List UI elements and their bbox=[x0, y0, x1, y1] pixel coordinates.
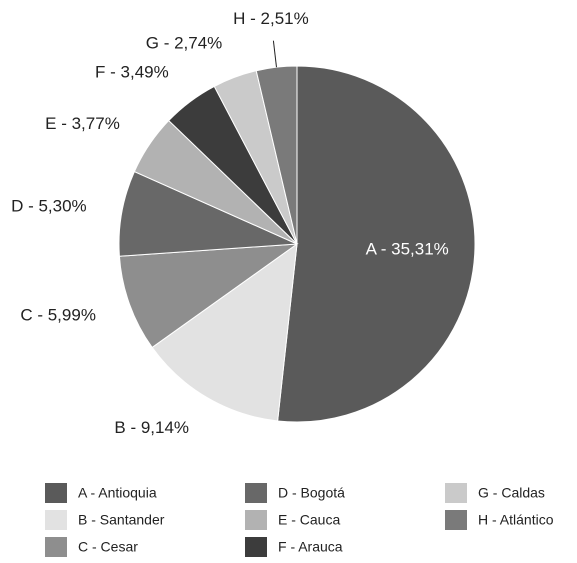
legend-label: D - Bogotá bbox=[278, 485, 345, 501]
legend-label: F - Arauca bbox=[278, 539, 343, 555]
legend-label: A - Antioquia bbox=[78, 485, 157, 501]
legend-swatch bbox=[45, 510, 67, 530]
pie-slice bbox=[277, 65, 476, 423]
data-label: A - 35,31% bbox=[366, 240, 449, 259]
legend-label: H - Atlántico bbox=[478, 512, 554, 528]
legend-swatch bbox=[245, 483, 267, 503]
data-label: H - 2,51% bbox=[233, 9, 309, 28]
legend-label: G - Caldas bbox=[478, 485, 545, 501]
legend-label: C - Cesar bbox=[78, 539, 138, 555]
legend-swatch bbox=[445, 483, 467, 503]
data-label: C - 5,99% bbox=[20, 306, 96, 325]
pie-slice bbox=[255, 65, 298, 245]
data-label: B - 9,14% bbox=[114, 418, 189, 437]
data-label: E - 3,77% bbox=[45, 114, 120, 133]
pie-slice bbox=[151, 242, 298, 422]
legend-label: E - Cauca bbox=[278, 512, 340, 528]
legend-swatch bbox=[245, 510, 267, 530]
pie-slice bbox=[118, 243, 299, 349]
data-label: F - 3,49% bbox=[95, 63, 169, 82]
data-label: D - 5,30% bbox=[11, 196, 87, 215]
leader-line bbox=[272, 40, 277, 68]
legend-swatch bbox=[45, 537, 67, 557]
legend-label: B - Santander bbox=[78, 512, 165, 528]
legend-swatch bbox=[45, 483, 67, 503]
data-label: G - 2,74% bbox=[146, 33, 223, 52]
legend-swatch bbox=[445, 510, 467, 530]
legend-swatch bbox=[245, 537, 267, 557]
